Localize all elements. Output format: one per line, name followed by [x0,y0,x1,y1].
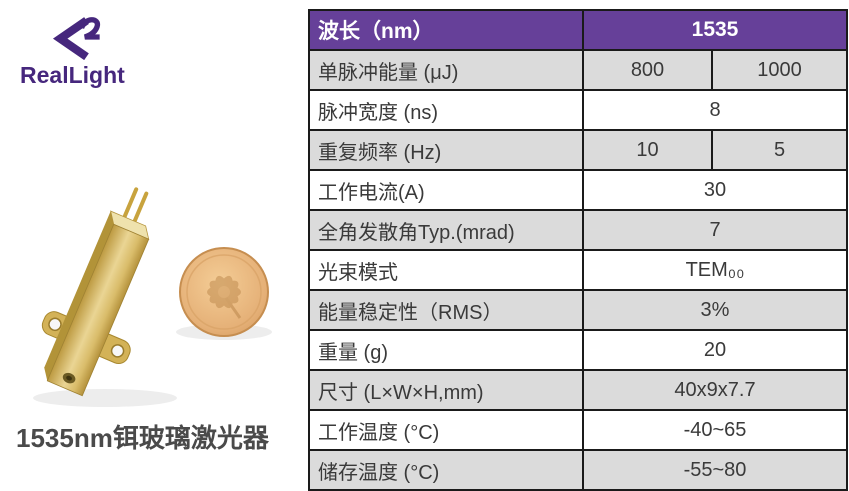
mounting-hole-icon [110,344,125,358]
module-side-face [44,211,114,381]
coin-flower-icon [207,275,242,319]
parameter-label: 工作温度 (°C) [308,409,584,451]
product-caption: 1535nm铒玻璃激光器 [16,423,269,453]
parameter-label: 重复频率 (Hz) [308,129,584,171]
coin [179,247,269,337]
parameter-value: TEM₀₀ [582,249,848,291]
reallight-logo-icon [52,17,101,60]
table-row: 单脉冲能量 (μJ) 800 1000 [308,49,848,91]
aperture-hole-icon [66,375,72,381]
table-row: 工作电流(A) 30 [308,169,848,211]
table-row: 全角发散角Typ.(mrad) 7 [308,209,848,251]
table-row: 脉冲宽度 (ns) 8 [308,89,848,131]
module-shadow [33,389,177,407]
parameter-label: 重量 (g) [308,329,584,371]
table-row: 储存温度 (°C) -55~80 [308,449,848,491]
parameter-value: 30 [582,169,848,211]
pin-icon [122,187,139,219]
parameter-value: 10 [582,129,713,171]
parameter-label: 光束模式 [308,249,584,291]
table-row: 重量 (g) 20 [308,329,848,371]
laser-module [41,187,150,397]
spec-table-body: 单脉冲能量 (μJ) 800 1000 脉冲宽度 (ns) 8 重复频率 (Hz) 10 5 工… [308,49,848,491]
parameter-label: 单脉冲能量 (μJ) [308,49,584,91]
module-body [46,223,150,397]
parameter-value: 20 [582,329,848,371]
header-wavelength-value: 1535 [582,9,848,51]
spec-table: 波长（nm） 1535 单脉冲能量 (μJ) 800 1000 脉冲宽度 (ns) 8 重… [308,9,848,491]
table-row: 光束模式 TEM₀₀ [308,249,848,291]
parameter-value: -55~80 [582,449,848,491]
parameter-value: 8 [582,89,848,131]
table-row: 尺寸 (L×W×H,mm) 40x9x7.7 [308,369,848,411]
table-row: 工作温度 (°C) -40~65 [308,409,848,451]
parameter-label: 尺寸 (L×W×H,mm) [308,369,584,411]
parameter-value: 7 [582,209,848,251]
parameter-label: 工作电流(A) [308,169,584,211]
datasheet-page: RealLight [16,9,848,491]
pin-icon [132,191,149,224]
header-parameter-label: 波长（nm） [308,9,584,51]
product-photo [33,187,272,407]
parameter-value: 3% [582,289,848,331]
parameter-label: 脉冲宽度 (ns) [308,89,584,131]
parameter-value: 40x9x7.7 [582,369,848,411]
parameter-label: 全角发散角Typ.(mrad) [308,209,584,251]
parameter-value: -40~65 [582,409,848,451]
table-row: 重复频率 (Hz) 10 5 [308,129,848,171]
parameter-value: 1000 [711,49,848,91]
parameter-label: 能量稳定性（RMS） [308,289,584,331]
mounting-hole-icon [48,317,62,332]
brand-name: RealLight [20,62,125,88]
parameter-label: 储存温度 (°C) [308,449,584,491]
table-row: 能量稳定性（RMS） 3% [308,289,848,331]
parameter-value: 5 [711,129,848,171]
table-header-row: 波长（nm） 1535 [308,9,848,51]
parameter-value: 800 [582,49,713,91]
brand-logo: RealLight [20,14,150,89]
